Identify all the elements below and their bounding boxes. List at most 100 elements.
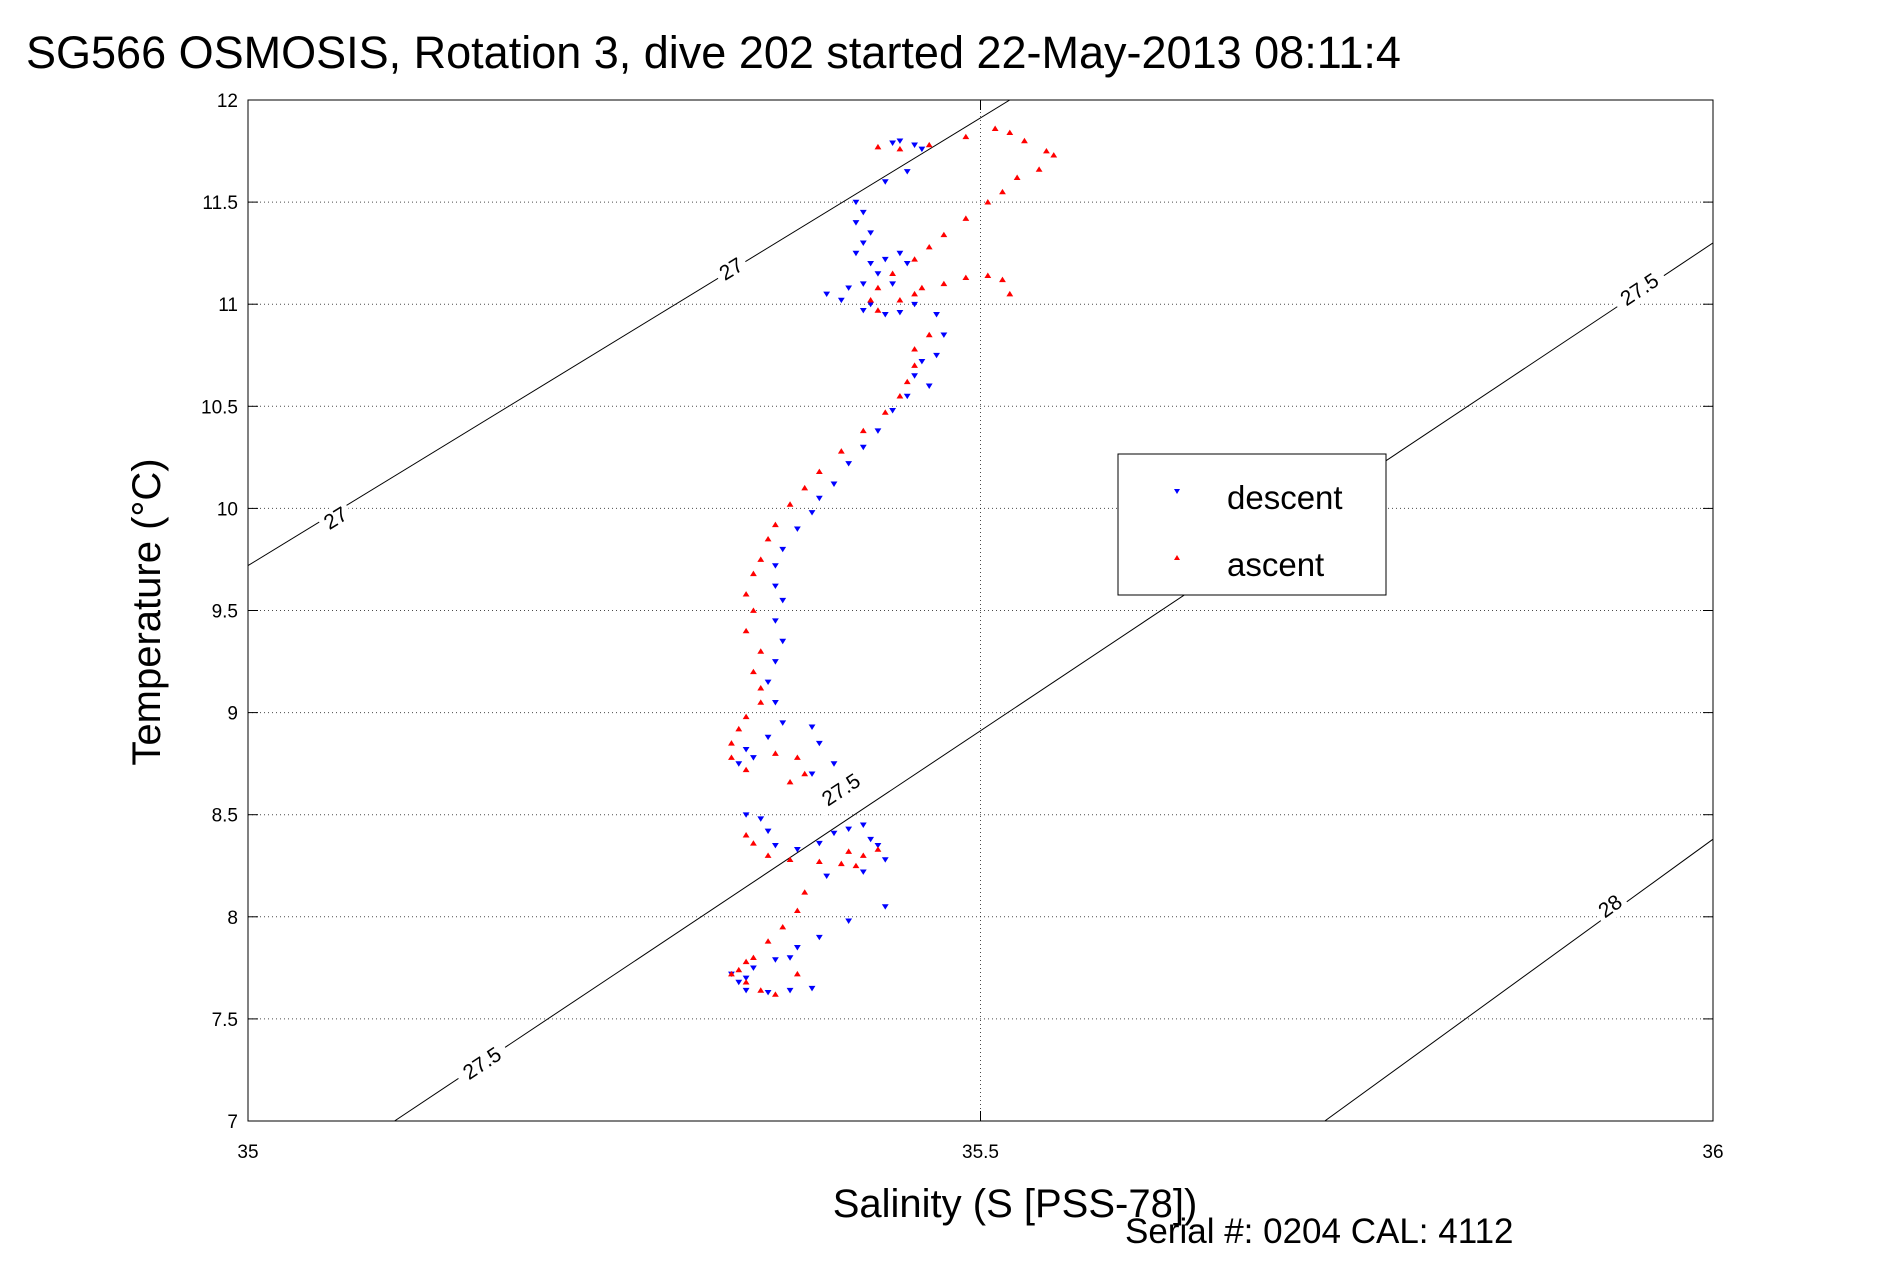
ascent-point [911, 256, 918, 262]
ascent-point [962, 133, 970, 140]
descent-point [815, 934, 823, 941]
y-tick-label: 7 [227, 1112, 238, 1133]
density-contour-line [248, 100, 1011, 567]
ascent-point [728, 754, 735, 760]
descent-point [772, 618, 779, 624]
ascent-point [859, 852, 867, 858]
density-contour-line [394, 242, 1713, 1121]
descent-point [793, 945, 801, 951]
descent-point [779, 546, 787, 553]
descent-point [779, 597, 787, 604]
descent-point [815, 840, 823, 847]
ascent-point [742, 979, 750, 985]
descent-point [830, 481, 838, 487]
ascent-point [764, 938, 772, 944]
descent-point [940, 332, 948, 338]
descent-point [742, 975, 750, 982]
descent-point [764, 989, 772, 996]
descent-point [903, 169, 911, 175]
ascent-point [786, 778, 794, 785]
ascent-point [735, 966, 743, 973]
ascent-point [772, 521, 779, 528]
descent-point [925, 383, 933, 389]
y-axis-ticks: 7 7.5 8 8.5 9 9.5 10 10.5 11 11.5 12 [201, 91, 1713, 1133]
descent-point [786, 955, 794, 961]
descent-point [874, 842, 882, 849]
descent-point [808, 724, 816, 730]
descent-point [764, 734, 772, 741]
ascent-point [837, 448, 845, 454]
ascent-point [889, 270, 896, 276]
ascent-point [962, 274, 970, 281]
y-tick-label: 8 [227, 908, 238, 929]
legend: descent ascent [1117, 453, 1387, 596]
descent-point [823, 873, 831, 880]
ascent-point [874, 143, 882, 150]
y-tick-label: 7.5 [212, 1010, 238, 1031]
ascent-point [735, 725, 743, 732]
descent-point [867, 230, 875, 236]
legend-marker-descent [1174, 489, 1180, 494]
ascent-point [728, 970, 735, 977]
legend-label-ascent: ascent [1227, 546, 1324, 583]
descent-point [808, 771, 816, 777]
grid [248, 100, 1713, 1121]
descent-point [881, 904, 889, 910]
ascent-point [757, 987, 765, 993]
y-tick-label: 11.5 [202, 193, 238, 214]
ascent-point [881, 409, 889, 415]
ascent-point [793, 970, 801, 977]
y-tick-label: 12 [217, 91, 238, 112]
descent-point [918, 146, 926, 153]
ascent-point [874, 284, 882, 291]
density-contour-label-gap [1590, 887, 1631, 926]
descent-point [903, 260, 911, 267]
descent-point [764, 679, 772, 686]
descent-point [845, 826, 853, 833]
descent-point [793, 526, 801, 532]
descent-point [786, 987, 794, 994]
descent-point [933, 352, 940, 359]
descent-point [859, 307, 867, 314]
ascent-point [750, 607, 757, 613]
ascent-point [742, 713, 750, 720]
legend-marker-ascent [1174, 555, 1180, 560]
ascent-point [793, 754, 801, 760]
descent-point [867, 301, 875, 308]
descent-point [735, 979, 743, 986]
descent-point [830, 830, 838, 837]
x-axis-ticks: 35 35.5 36 [237, 100, 1724, 1163]
ascent-point [750, 570, 757, 577]
x-tick-label: 35.5 [962, 1142, 999, 1163]
descent-point [933, 312, 940, 318]
ascent-point [984, 199, 992, 205]
ascent-point [757, 685, 765, 691]
ascent-point [801, 889, 809, 895]
descent-point [896, 250, 904, 257]
data-points [728, 125, 1058, 997]
ascent-point [764, 535, 772, 542]
ascent-point [772, 750, 779, 756]
descent-point [808, 985, 816, 992]
ascent-point [845, 848, 853, 854]
descent-point [859, 209, 867, 216]
ascent-point [742, 591, 750, 597]
descent-point [742, 987, 750, 994]
y-tick-label: 8.5 [212, 806, 238, 827]
descent-point [845, 918, 853, 924]
ascent-point [852, 862, 860, 869]
ascent-point [742, 832, 750, 838]
ascent-point [911, 362, 918, 368]
density-contour-label-gap [315, 500, 356, 538]
density-contours [248, 100, 1713, 1121]
descent-point [742, 746, 750, 753]
ascent-point [925, 243, 933, 250]
ascent-point [999, 188, 1006, 195]
y-tick-label: 10.5 [201, 397, 238, 418]
ascent-point [874, 846, 882, 852]
descent-point [772, 842, 779, 849]
descent-point [779, 720, 787, 726]
descent-point [757, 816, 765, 822]
descent-point [881, 179, 889, 185]
